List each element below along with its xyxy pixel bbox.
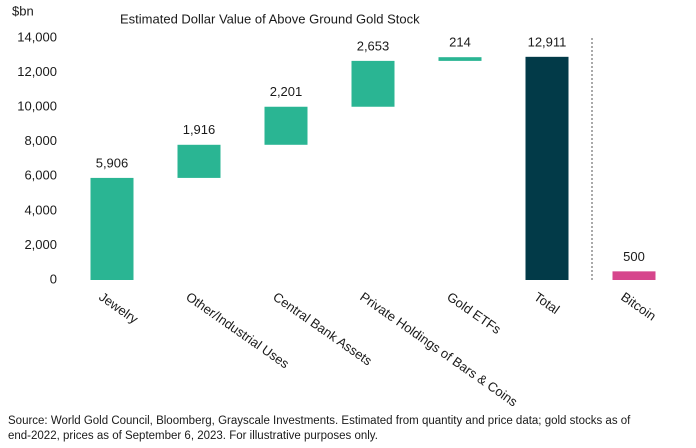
- bar: [90, 177, 134, 280]
- data-label: 12,911: [528, 34, 567, 49]
- bar: [612, 271, 656, 280]
- data-label: 2,201: [270, 84, 303, 99]
- y-axis-label: $bn: [12, 3, 34, 18]
- data-label: 214: [449, 35, 471, 50]
- x-tick-label: Bitcoin: [618, 289, 659, 324]
- chart-title: Estimated Dollar Value of Above Ground G…: [120, 11, 420, 26]
- data-label: 2,653: [357, 38, 390, 53]
- bar: [438, 57, 482, 61]
- x-tick-label: Total: [531, 289, 562, 317]
- source-note: end-2022, prices as of September 6, 2023…: [8, 430, 378, 442]
- source-note: Source: World Gold Council, Bloomberg, G…: [8, 415, 631, 427]
- y-tick-label: 2,000: [24, 237, 57, 252]
- y-tick-label: 14,000: [17, 29, 57, 44]
- bar: [264, 106, 308, 145]
- y-tick-label: 10,000: [17, 99, 57, 114]
- data-label: 500: [623, 249, 645, 264]
- bar: [351, 60, 395, 107]
- bar: [177, 144, 221, 178]
- bar: [525, 56, 569, 280]
- x-tick-label: Gold ETFs: [444, 289, 504, 337]
- data-label: 5,906: [96, 155, 129, 170]
- y-tick-label: 0: [50, 271, 57, 286]
- y-tick-label: 12,000: [17, 64, 57, 79]
- y-tick-label: 6,000: [24, 168, 57, 183]
- x-tick-label: Private Holdings of Bars & Coins: [357, 289, 520, 410]
- x-tick-label: Jewelry: [96, 289, 141, 327]
- y-tick-label: 4,000: [24, 202, 57, 217]
- data-label: 1,916: [183, 122, 216, 137]
- y-tick-label: 8,000: [24, 133, 57, 148]
